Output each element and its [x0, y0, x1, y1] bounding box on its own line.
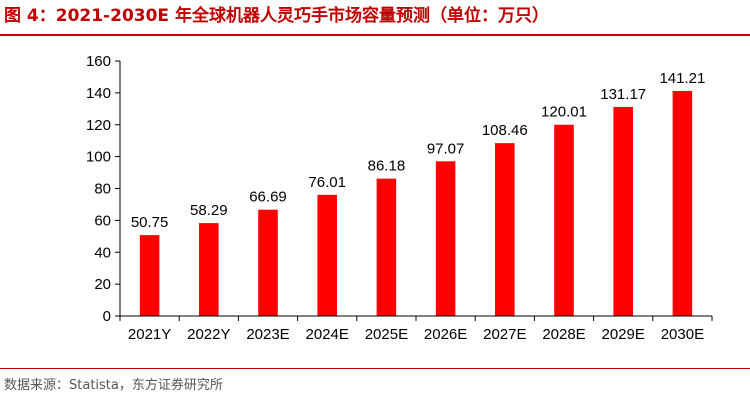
bar [672, 90, 693, 316]
data-label: 141.21 [659, 70, 705, 87]
chart-title: 图 4：2021-2030E 年全球机器人灵巧手市场容量预测（单位：万只） [4, 6, 549, 26]
bar [258, 209, 278, 316]
x-tick-label: 2021Y [128, 326, 171, 343]
data-label: 76.01 [308, 174, 346, 191]
x-tick-label: 2023E [246, 326, 289, 343]
data-label: 86.18 [368, 158, 406, 175]
data-label: 58.29 [190, 202, 228, 219]
bar [613, 106, 633, 316]
bar [199, 223, 219, 316]
bar [317, 194, 337, 316]
x-axis: 2021Y 2022Y 2023E 2024E 2025E 2026E 2027E 2028E… [119, 315, 713, 343]
y-tick-label: 120 [86, 117, 111, 134]
x-tick-label: 2028E [542, 326, 585, 343]
bar [495, 143, 515, 316]
y-tick-label: 60 [94, 212, 111, 229]
y-tick-label: 80 [94, 181, 111, 198]
source-note: 数据来源：Statista，东方证券研究所 [4, 378, 223, 393]
y-tick-label: 100 [86, 149, 111, 166]
data-labels: 50.75 58.29 66.69 76.01 86.18 97.07 108.46 120.… [131, 70, 706, 231]
y-tick-label: 0 [103, 308, 111, 325]
bar [376, 178, 397, 316]
data-label: 66.69 [249, 189, 287, 206]
x-tick-label: 2027E [483, 326, 526, 343]
data-label: 50.75 [131, 214, 169, 231]
y-tick-label: 20 [94, 276, 111, 293]
title-divider [0, 34, 750, 36]
x-tick-label: 2030E [661, 326, 704, 343]
x-tick-label: 2029E [602, 326, 645, 343]
x-tick-label: 2025E [365, 326, 408, 343]
data-label: 131.17 [600, 86, 646, 103]
footer-divider [0, 368, 750, 369]
data-label: 97.07 [427, 140, 465, 157]
bar [554, 124, 574, 316]
data-label: 120.01 [541, 104, 587, 121]
x-tick-label: 2022Y [187, 326, 230, 343]
x-tick-label: 2026E [424, 326, 467, 343]
bar [435, 161, 456, 316]
data-label: 108.46 [482, 122, 528, 139]
x-tick-label: 2024E [306, 326, 349, 343]
y-tick-label: 40 [94, 244, 111, 261]
bars [139, 90, 693, 316]
y-axis: 0 20 40 60 80 100 120 140 160 [86, 53, 121, 325]
y-tick-label: 140 [86, 85, 111, 102]
y-tick-label: 160 [86, 53, 111, 70]
bar [139, 235, 160, 316]
